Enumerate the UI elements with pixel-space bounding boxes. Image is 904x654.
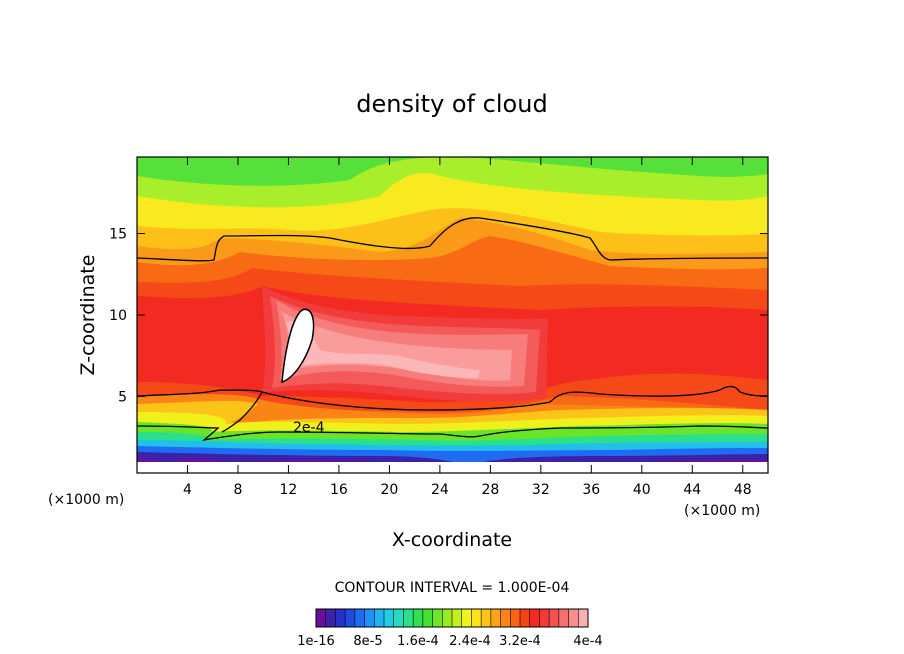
x-tick-label: 28: [481, 482, 499, 498]
colorbar-swatch: [374, 609, 385, 627]
colorbar-swatch: [335, 609, 346, 627]
colorbar-swatch: [345, 609, 356, 627]
colorbar-label: 3.2e-4: [499, 634, 541, 649]
colorbar-swatch: [539, 609, 550, 627]
colorbar-label: 1.6e-4: [397, 634, 439, 649]
x-tick-label: 16: [330, 482, 348, 498]
colorbar-swatch: [549, 609, 560, 627]
colorbar-swatch: [520, 609, 531, 627]
colorbar-label: 4e-4: [573, 634, 602, 649]
colorbar-swatch: [354, 609, 365, 627]
colorbar-swatch: [384, 609, 395, 627]
colorbar-swatch: [316, 609, 327, 627]
colorbar-swatch: [558, 609, 569, 627]
x-tick-label: 48: [734, 482, 752, 498]
colorbar-label: 8e-5: [353, 634, 382, 649]
density-field: [137, 157, 768, 473]
x-tick-label: 24: [431, 482, 449, 498]
colorbar-swatch: [510, 609, 521, 627]
contour-interval: CONTOUR INTERVAL = 1.000E-04: [335, 580, 570, 596]
colorbar-label: 1e-16: [297, 634, 335, 649]
x-tick-label: 32: [532, 482, 550, 498]
x-tick-label: 12: [280, 482, 298, 498]
contour-upper: [137, 217, 768, 262]
x-tick-label: 4: [183, 482, 192, 498]
y-axis: 5 10 15: [109, 227, 768, 405]
colorbar-label: 2.4e-4: [449, 634, 491, 649]
colorbar-swatch: [500, 609, 511, 627]
colorbar-swatch: [393, 609, 404, 627]
x-axis: 4 8 12 16 20 24 28 32 36 40 44 48: [183, 157, 752, 498]
colorbar-swatch: [413, 609, 424, 627]
y-axis-label: Z-coordinate: [77, 255, 99, 376]
contour-lower: [137, 425, 768, 441]
colorbar-swatch: [403, 609, 414, 627]
colorbar-swatch: [471, 609, 482, 627]
x-tick-label: 8: [233, 482, 242, 498]
colorbar-swatch: [490, 609, 501, 627]
colorbar-swatch: [481, 609, 492, 627]
x-tick-label: 36: [582, 482, 600, 498]
colorbar-swatch: [529, 609, 540, 627]
colorbar-frame: [315, 608, 589, 628]
colorbar: [316, 609, 589, 627]
contour-mid: [137, 385, 768, 411]
band-pink-light: [282, 312, 512, 381]
colorbar-swatch: [364, 609, 375, 627]
x-units-left: (×1000 m): [48, 492, 124, 508]
band-below-ground: [137, 462, 768, 473]
colorbar-swatch: [442, 609, 453, 627]
colorbar-swatch: [461, 609, 472, 627]
cloud-max-core: [281, 308, 315, 384]
x-tick-label: 40: [633, 482, 651, 498]
colorbar-swatch: [452, 609, 463, 627]
x-axis-label: X-coordinate: [392, 529, 512, 551]
contour-diagonal: [221, 391, 263, 433]
colorbar-swatch: [422, 609, 433, 627]
chart-title: density of cloud: [356, 90, 547, 118]
x-tick-label: 20: [380, 482, 398, 498]
colorbar-swatch: [325, 609, 336, 627]
x-tick-label: 44: [683, 482, 701, 498]
y-tick-label: 15: [109, 227, 127, 243]
colorbar-labels: 1e-16 8e-5 1.6e-4 2.4e-4 3.2e-4 4e-4: [297, 634, 602, 649]
contour-lines: [137, 217, 768, 441]
y-tick-label: 10: [109, 308, 127, 324]
y-tick-label: 5: [118, 389, 127, 405]
band-pink-pale: [286, 321, 480, 378]
x-units-right: (×1000 m): [684, 503, 760, 519]
colorbar-swatch: [568, 609, 579, 627]
colorbar-swatch: [432, 609, 443, 627]
colorbar-swatch: [578, 609, 589, 627]
contour-label: 2e-4: [293, 420, 325, 436]
